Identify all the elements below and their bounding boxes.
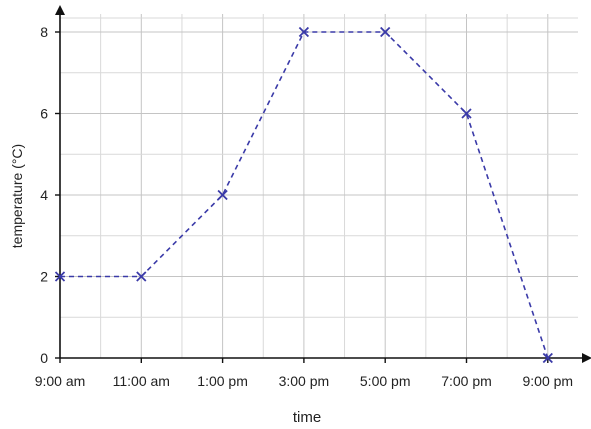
y-tick-label: 2 xyxy=(40,269,48,285)
data-point xyxy=(136,271,147,282)
y-axis-label: temperature (°C) xyxy=(9,144,25,248)
x-tick-label: 5:00 pm xyxy=(360,373,411,389)
series xyxy=(54,26,553,364)
data-point xyxy=(542,352,553,364)
x-tick-label: 9:00 am xyxy=(35,373,86,389)
y-tick-label: 8 xyxy=(40,24,48,40)
y-tick-label: 6 xyxy=(40,106,48,122)
y-tick-label: 4 xyxy=(40,187,48,203)
x-tick-label: 7:00 pm xyxy=(441,373,492,389)
x-tick-label: 9:00 pm xyxy=(523,373,574,389)
grid xyxy=(60,14,578,358)
y-tick-label: 0 xyxy=(40,350,48,366)
x-axis-arrow xyxy=(582,353,591,363)
data-point xyxy=(54,271,66,282)
y-axis-arrow xyxy=(55,5,65,15)
x-tick-label: 3:00 pm xyxy=(279,373,330,389)
x-axis-label: time xyxy=(293,409,321,426)
data-point xyxy=(461,108,472,119)
axes xyxy=(55,5,591,363)
data-point xyxy=(298,26,310,38)
data-point xyxy=(217,189,228,201)
x-tick-label: 11:00 am xyxy=(113,373,170,389)
x-tick-label: 1:00 pm xyxy=(197,373,248,389)
x-tick-labels: 9:00 am 11:00 am 1:00 pm 3:00 pm 5:00 pm 7:00… xyxy=(35,358,573,389)
data-point xyxy=(380,26,391,38)
y-tick-labels: 0 2 4 6 8 xyxy=(40,24,60,366)
